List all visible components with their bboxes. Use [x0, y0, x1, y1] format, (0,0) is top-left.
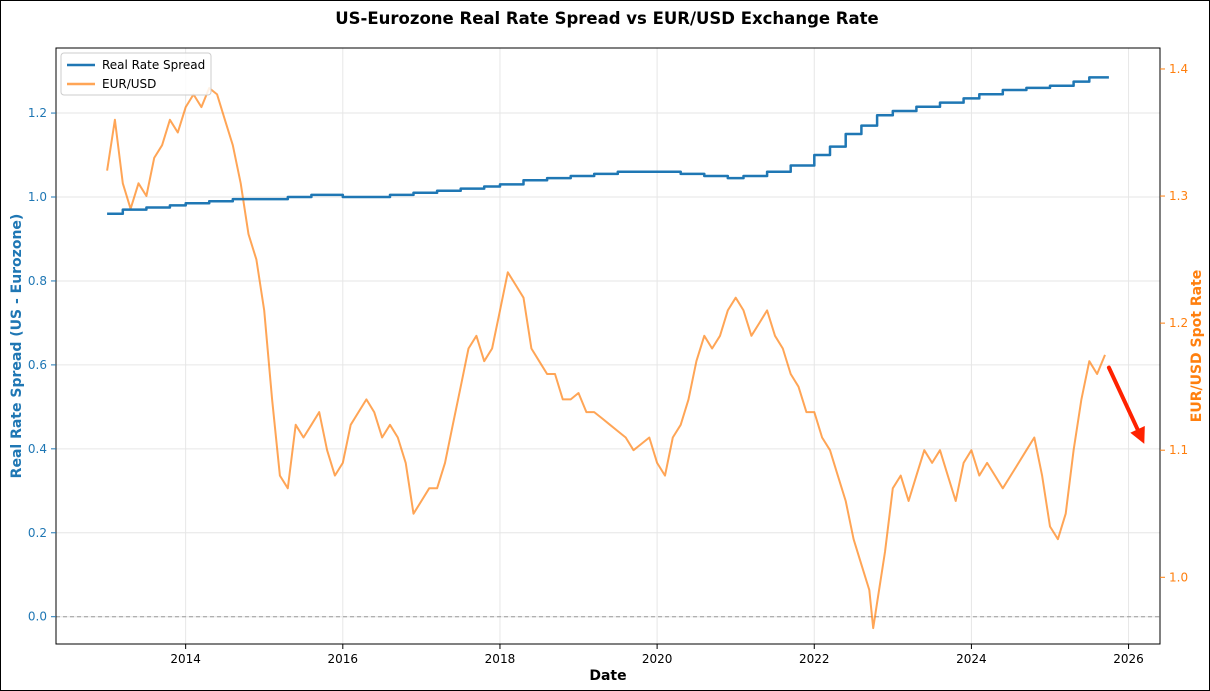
legend-label-eurusd: EUR/USD: [102, 77, 156, 91]
legend-box: [60, 52, 212, 96]
x-axis-ticks: 2014 2016 2018 2020 2022 2024 2026: [170, 644, 1144, 666]
grid-lines: [56, 48, 1160, 644]
right-tick-label: 1.0: [1169, 570, 1188, 584]
x-tick-label: 2024: [956, 652, 987, 666]
x-tick-label: 2020: [642, 652, 673, 666]
left-tick-label: 0.8: [28, 274, 47, 288]
right-tick-label: 1.4: [1169, 62, 1188, 76]
legend-label-spread: Real Rate Spread: [102, 58, 205, 72]
series-line-eurusd: [106, 87, 1106, 630]
right-axis-ticks: 1.0 1.1 1.2 1.3 1.4: [1160, 62, 1188, 584]
x-axis-label: Date: [589, 668, 626, 684]
trend-arrow: [1106, 365, 1145, 444]
right-tick-label: 1.3: [1169, 189, 1188, 203]
x-tick-label: 2018: [485, 652, 516, 666]
x-tick-label: 2026: [1113, 652, 1144, 666]
chart-title: US-Eurozone Real Rate Spread vs EUR/USD …: [335, 9, 878, 28]
left-tick-label: 0.0: [28, 610, 47, 624]
series-line-real-rate-spread: [107, 76, 1109, 216]
arrow-shaft: [1106, 365, 1140, 432]
x-tick-label: 2022: [799, 652, 830, 666]
left-tick-label: 0.2: [28, 526, 47, 540]
legend: Real Rate Spread EUR/USD: [60, 52, 212, 96]
left-axis-label: Real Rate Spread (US - Eurozone): [9, 214, 25, 479]
x-tick-label: 2016: [328, 652, 359, 666]
left-axis-ticks: 0.0 0.2 0.4 0.6 0.8 1.0 1.2: [28, 106, 56, 624]
right-axis-label: EUR/USD Spot Rate: [1189, 270, 1205, 422]
left-tick-label: 0.4: [28, 442, 47, 456]
series-layer: [106, 76, 1109, 630]
left-tick-label: 0.6: [28, 358, 47, 372]
plot-frame: [55, 47, 1161, 645]
left-tick-label: 1.2: [28, 106, 47, 120]
right-tick-label: 1.1: [1169, 443, 1188, 457]
right-tick-label: 1.2: [1169, 316, 1188, 330]
x-tick-label: 2014: [170, 652, 201, 666]
left-tick-label: 1.0: [28, 190, 47, 204]
arrow-head: [1130, 425, 1145, 444]
